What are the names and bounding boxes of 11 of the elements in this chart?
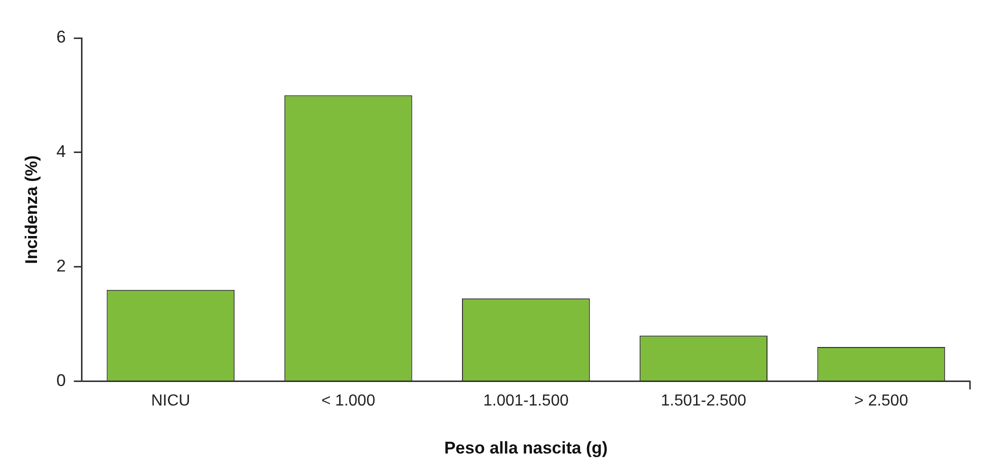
x-tick-label: 1.501-2.500	[660, 392, 746, 410]
y-tick-label: 2	[56, 256, 66, 276]
x-tick-label: < 1.000	[321, 392, 376, 410]
y-tick-label: 4	[56, 142, 66, 162]
y-tick-label: 0	[56, 371, 66, 390]
x-tick-label: > 2.500	[854, 392, 908, 410]
x-tick-label: NICU	[151, 392, 190, 410]
x-tick-label: 1.001-1.500	[483, 392, 569, 410]
y-tick-label: 6	[56, 28, 66, 47]
x-axis-title: Peso alla nascita (g)	[444, 438, 608, 458]
y-axis-title: Incidenza (%)	[22, 155, 41, 264]
